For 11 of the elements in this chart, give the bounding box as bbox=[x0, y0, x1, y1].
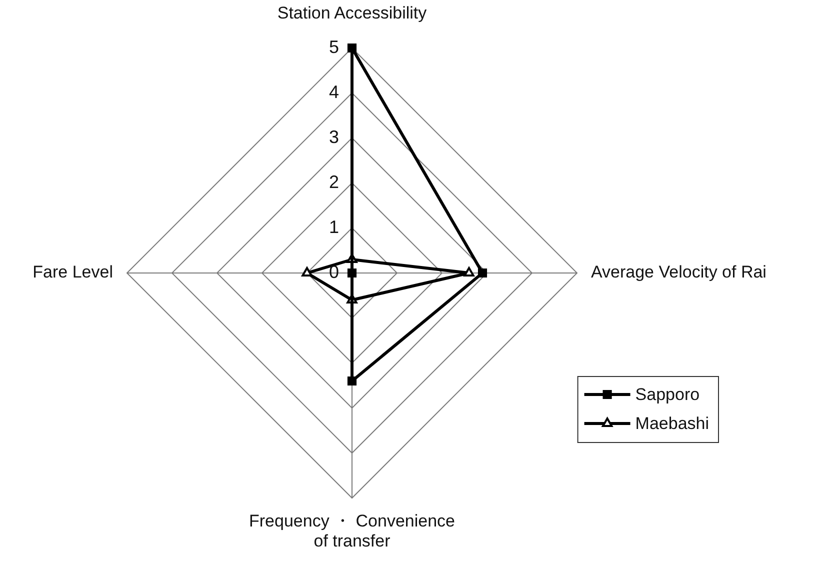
y-tick-label: 3 bbox=[328, 126, 339, 147]
y-tick-label: 5 bbox=[328, 36, 339, 57]
y-tick-label: 1 bbox=[328, 216, 339, 237]
legend-label: Sapporo bbox=[635, 385, 700, 404]
spoke-label: Fare Level bbox=[32, 262, 113, 282]
legend-label: Maebashi bbox=[635, 414, 710, 434]
y-tick-label: 2 bbox=[328, 172, 339, 192]
spoke-label: Station Accessibility bbox=[277, 4, 428, 23]
spoke-label: Frequency ・ Convenience of transfer bbox=[248, 512, 456, 551]
spoke-label: Average Velocity of Rai bbox=[591, 262, 766, 282]
y-tick-label: 4 bbox=[328, 82, 339, 102]
